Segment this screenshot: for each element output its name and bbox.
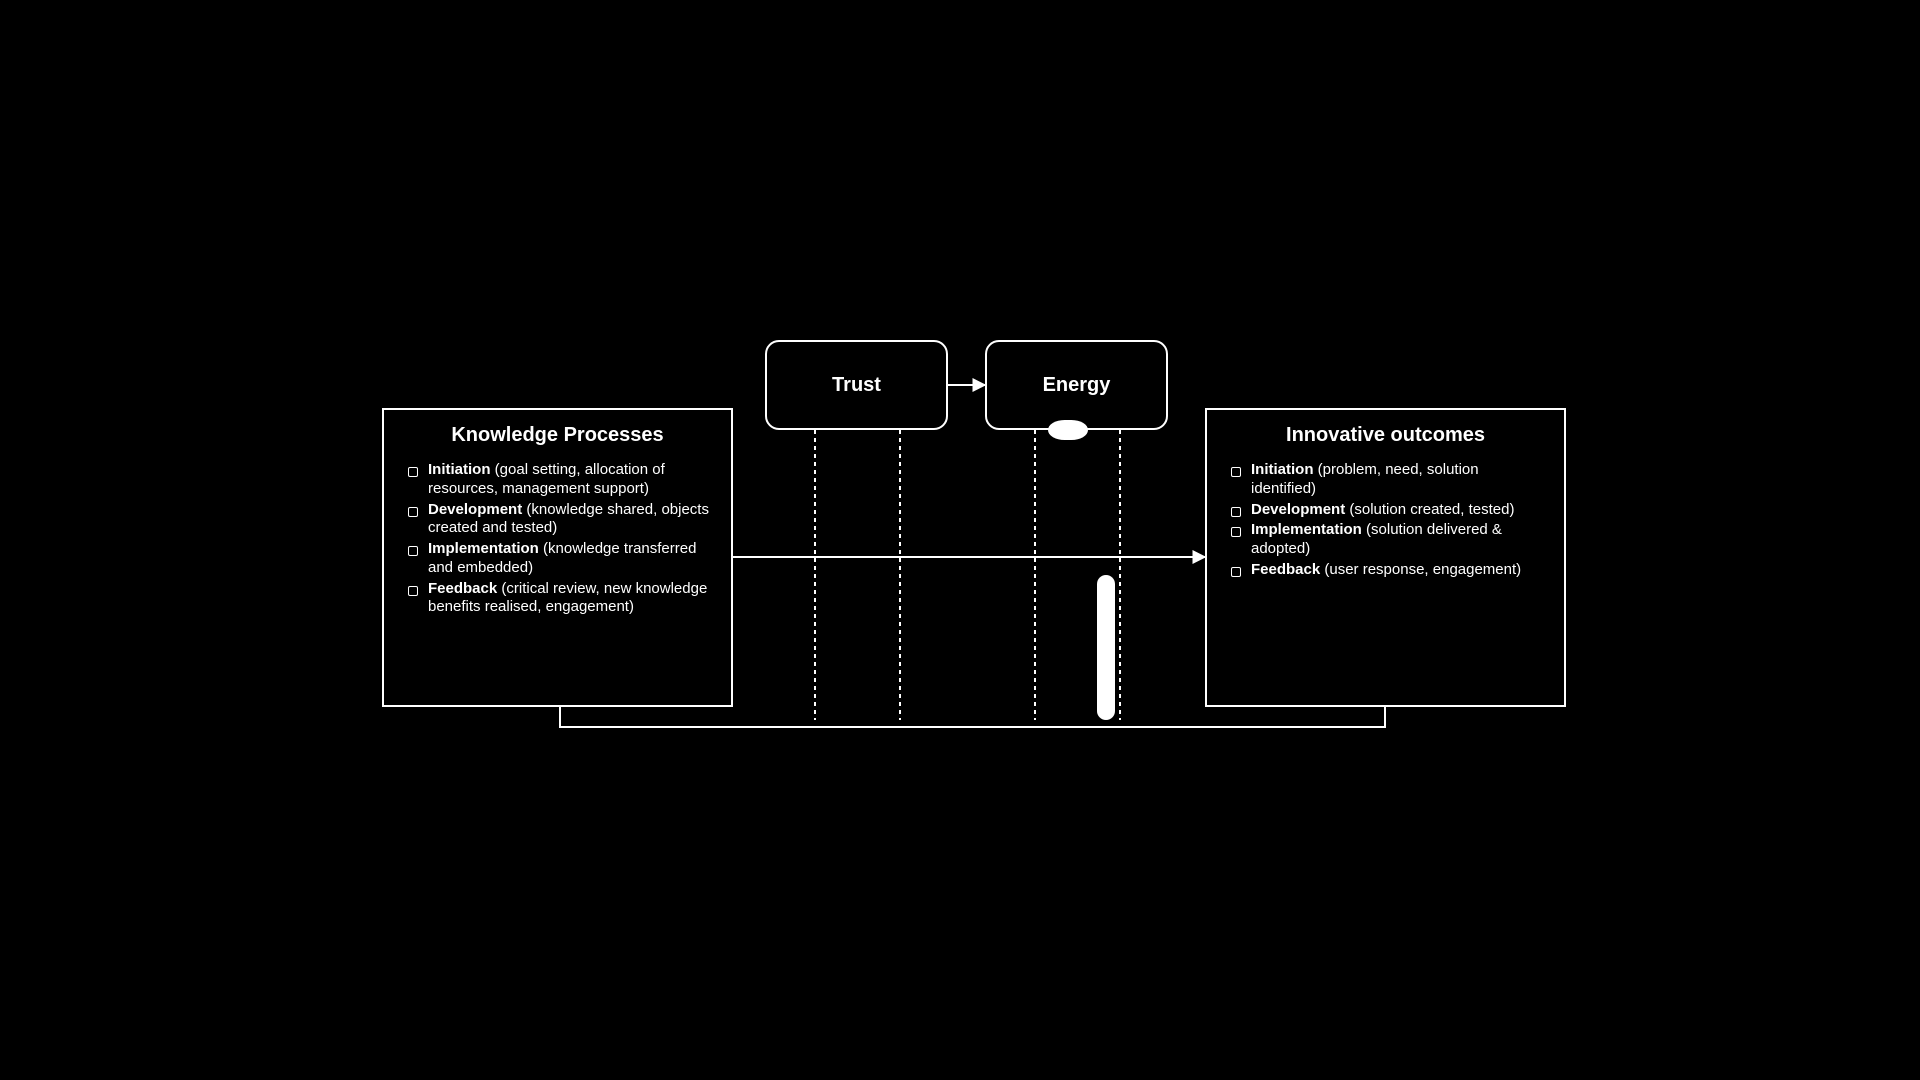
edge-feedback-bracket [560, 707, 1385, 727]
panel-knowledge-title: Knowledge Processes [402, 424, 713, 447]
list-item: Initiation (problem, need, solution iden… [1229, 461, 1546, 499]
list-item: Implementation (solution delivered & ado… [1229, 521, 1546, 559]
panel-knowledge-list: Initiation (goal setting, allocation of … [402, 461, 713, 617]
panel-outcomes-list: Initiation (problem, need, solution iden… [1225, 461, 1546, 580]
list-item: Development (solution created, tested) [1229, 501, 1546, 520]
list-item: Initiation (goal setting, allocation of … [406, 461, 713, 499]
node-energy: Energy [985, 340, 1168, 430]
list-item: Feedback (user response, engagement) [1229, 561, 1546, 580]
node-trust: Trust [765, 340, 948, 430]
panel-knowledge-processes: Knowledge Processes Initiation (goal set… [382, 408, 733, 707]
diagram-stage: Trust Energy Knowledge Processes Initiat… [0, 0, 1920, 1080]
node-trust-label: Trust [832, 374, 881, 397]
blob-tall [1097, 575, 1115, 720]
node-energy-label: Energy [1043, 374, 1111, 397]
panel-outcomes-title: Innovative outcomes [1225, 424, 1546, 447]
list-item: Implementation (knowledge transferred an… [406, 540, 713, 578]
list-item: Feedback (critical review, new knowledge… [406, 580, 713, 618]
connectors-layer [0, 0, 1920, 1080]
panel-innovative-outcomes: Innovative outcomes Initiation (problem,… [1205, 408, 1566, 707]
blob-small [1048, 420, 1088, 440]
list-item: Development (knowledge shared, objects c… [406, 501, 713, 539]
